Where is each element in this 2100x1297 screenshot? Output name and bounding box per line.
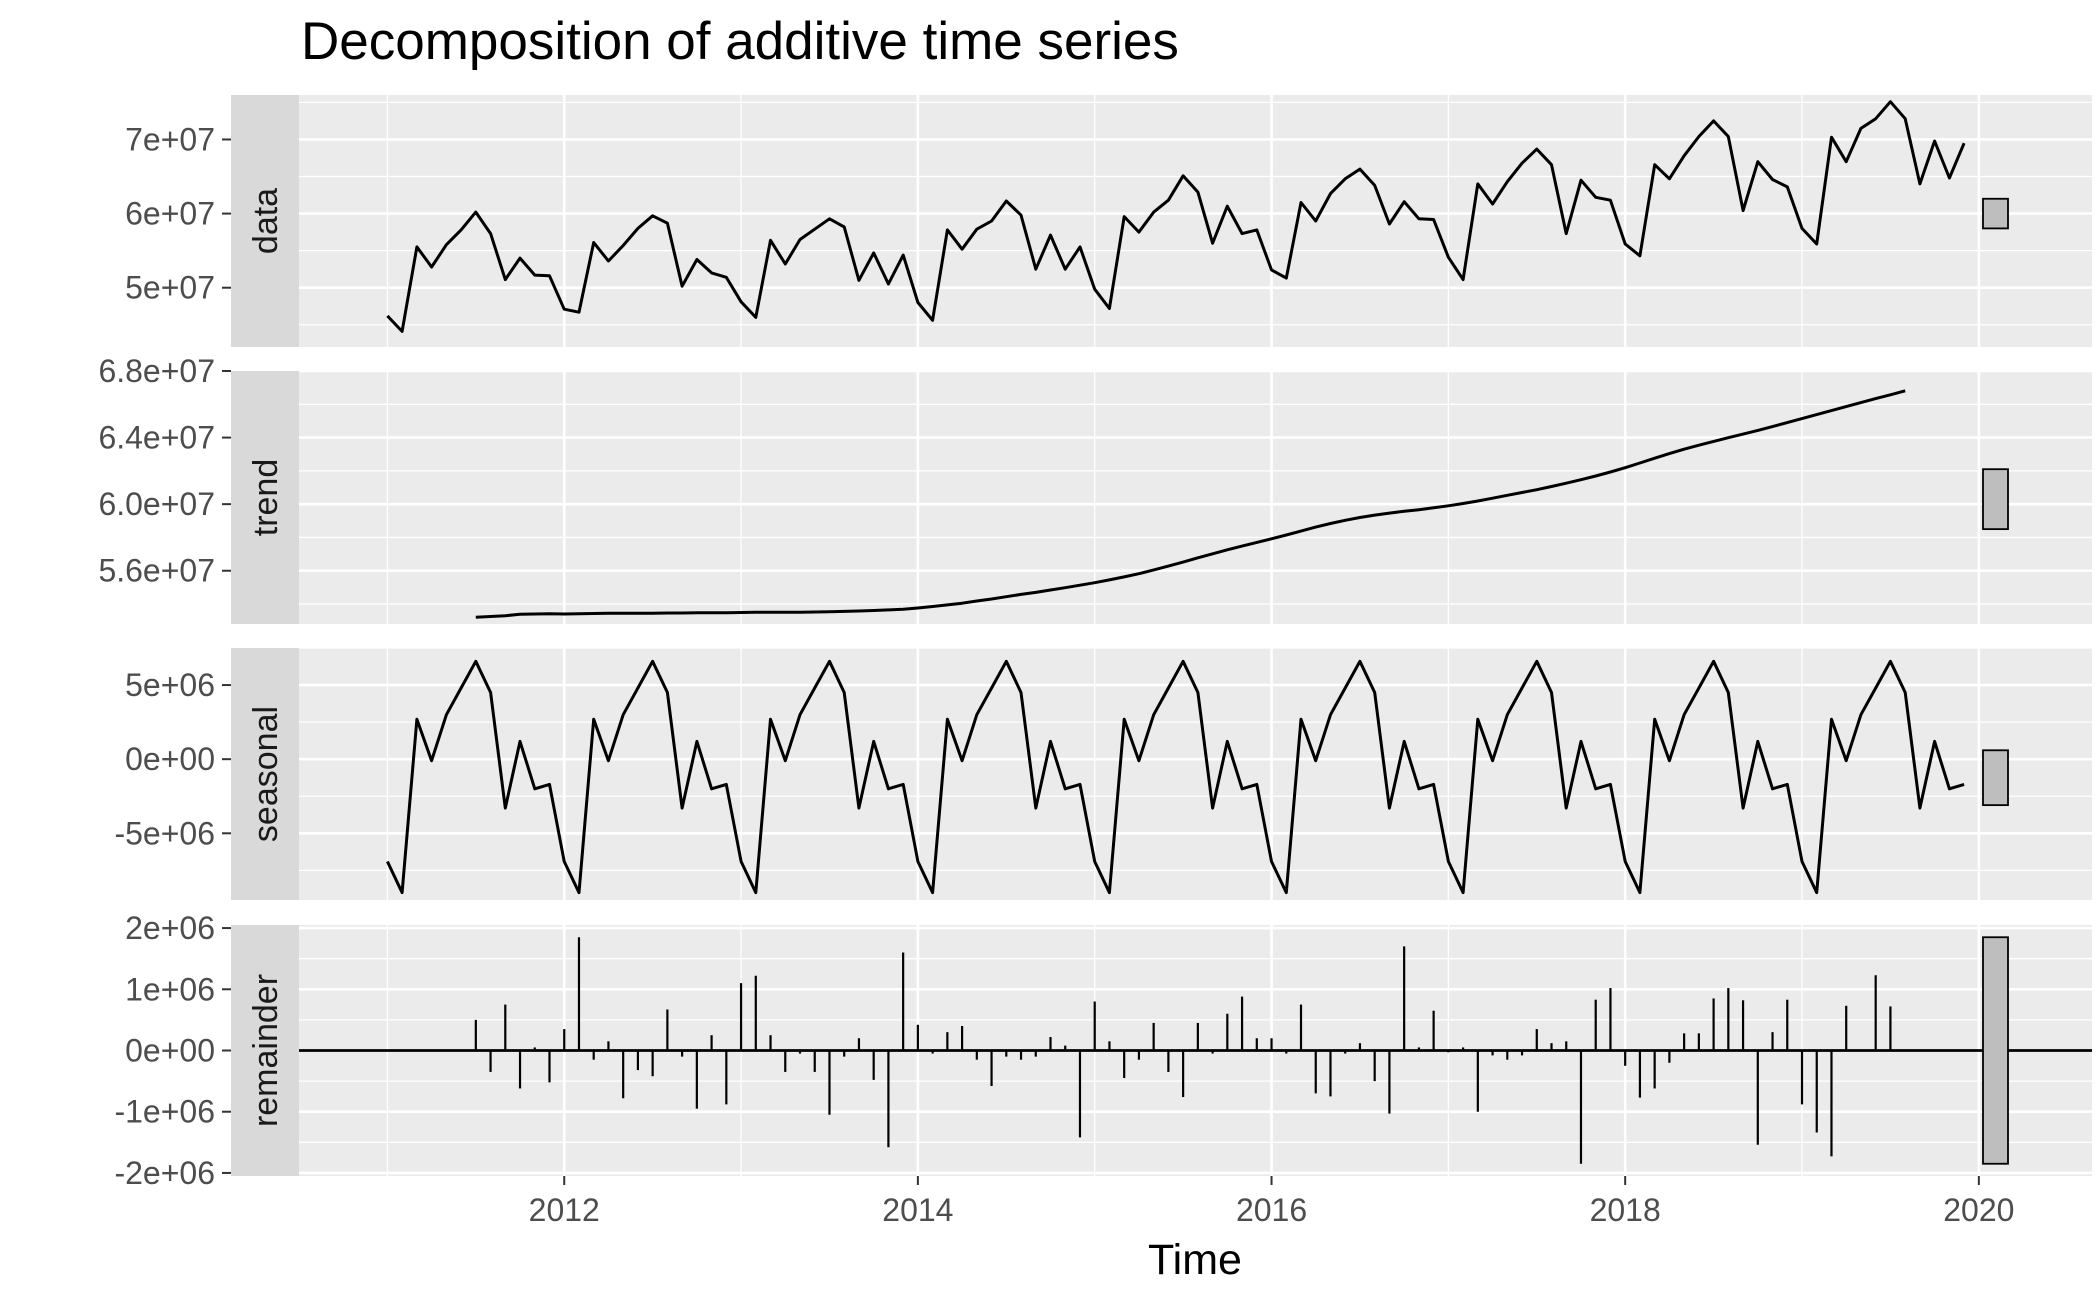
series-line-seasonal	[386, 659, 1965, 895]
range-bar-seasonal	[1982, 749, 2009, 807]
panel-data: data 5e+07 6e+07 7e+07	[125, 95, 2092, 347]
y-tick-label-remainder: 1e+06	[125, 971, 215, 1007]
panel-background	[299, 95, 2092, 347]
panel-remainder: remainder -2e+06 -1e+06 0e+00 1e+06 2e+06	[114, 910, 2092, 1191]
y-tick-label-data: 5e+07	[125, 270, 215, 306]
y-tick-label-seasonal: 5e+06	[125, 667, 215, 703]
x-tick-label: 2012	[529, 1192, 600, 1228]
x-tick-label: 2020	[1943, 1192, 2014, 1228]
y-tick-label-data: 7e+07	[125, 121, 215, 157]
x-tick-label: 2018	[1590, 1192, 1661, 1228]
strip-background	[231, 648, 299, 900]
panel-trend: trend 5.6e+07 6.0e+07 6.4e+07 6.8e+07	[98, 353, 2092, 624]
y-tick-label-trend: 6.4e+07	[98, 420, 215, 456]
y-tick-label-seasonal: 0e+00	[125, 741, 215, 777]
series-line-trend	[475, 389, 1906, 619]
range-bar-data	[1982, 197, 2009, 230]
y-tick-label-trend: 6.0e+07	[98, 486, 215, 522]
series-line-data	[386, 100, 1966, 333]
x-axis-title: Time	[1148, 1236, 1242, 1284]
panels-group: data 5e+07 6e+07 7e+07 trend 5.6e+07 6.0e+07 6.…	[98, 95, 2092, 1191]
y-tick-label-data: 6e+07	[125, 196, 215, 232]
y-tick-label-remainder: -1e+06	[114, 1094, 215, 1130]
y-tick-label-remainder: -2e+06	[114, 1155, 215, 1191]
strip-label-remainder: remainder	[247, 974, 285, 1127]
range-bar-remainder	[1982, 936, 2009, 1165]
chart-title: Decomposition of additive time series	[301, 12, 1179, 71]
y-tick-label-remainder: 0e+00	[125, 1033, 215, 1069]
y-tick-label-remainder: 2e+06	[125, 910, 215, 946]
x-tick-label: 2014	[882, 1192, 953, 1228]
strip-label-seasonal: seasonal	[247, 706, 285, 842]
strip-label-trend: trend	[247, 459, 285, 537]
strip-label-data: data	[247, 188, 285, 254]
panel-seasonal: seasonal -5e+06 0e+00 5e+06	[114, 647, 2092, 900]
strip-background	[231, 925, 299, 1176]
y-tick-label-trend: 5.6e+07	[98, 553, 215, 589]
strip-background	[231, 371, 299, 624]
panel-background	[299, 371, 2092, 624]
y-tick-label-trend: 6.8e+07	[98, 353, 215, 389]
x-tick-label: 2016	[1236, 1192, 1307, 1228]
y-tick-label-seasonal: -5e+06	[114, 815, 215, 851]
strip-background	[231, 95, 299, 347]
x-axis: 2012 2014 2016 2018 2020	[529, 1176, 2014, 1228]
range-bar-trend	[1982, 468, 2009, 531]
